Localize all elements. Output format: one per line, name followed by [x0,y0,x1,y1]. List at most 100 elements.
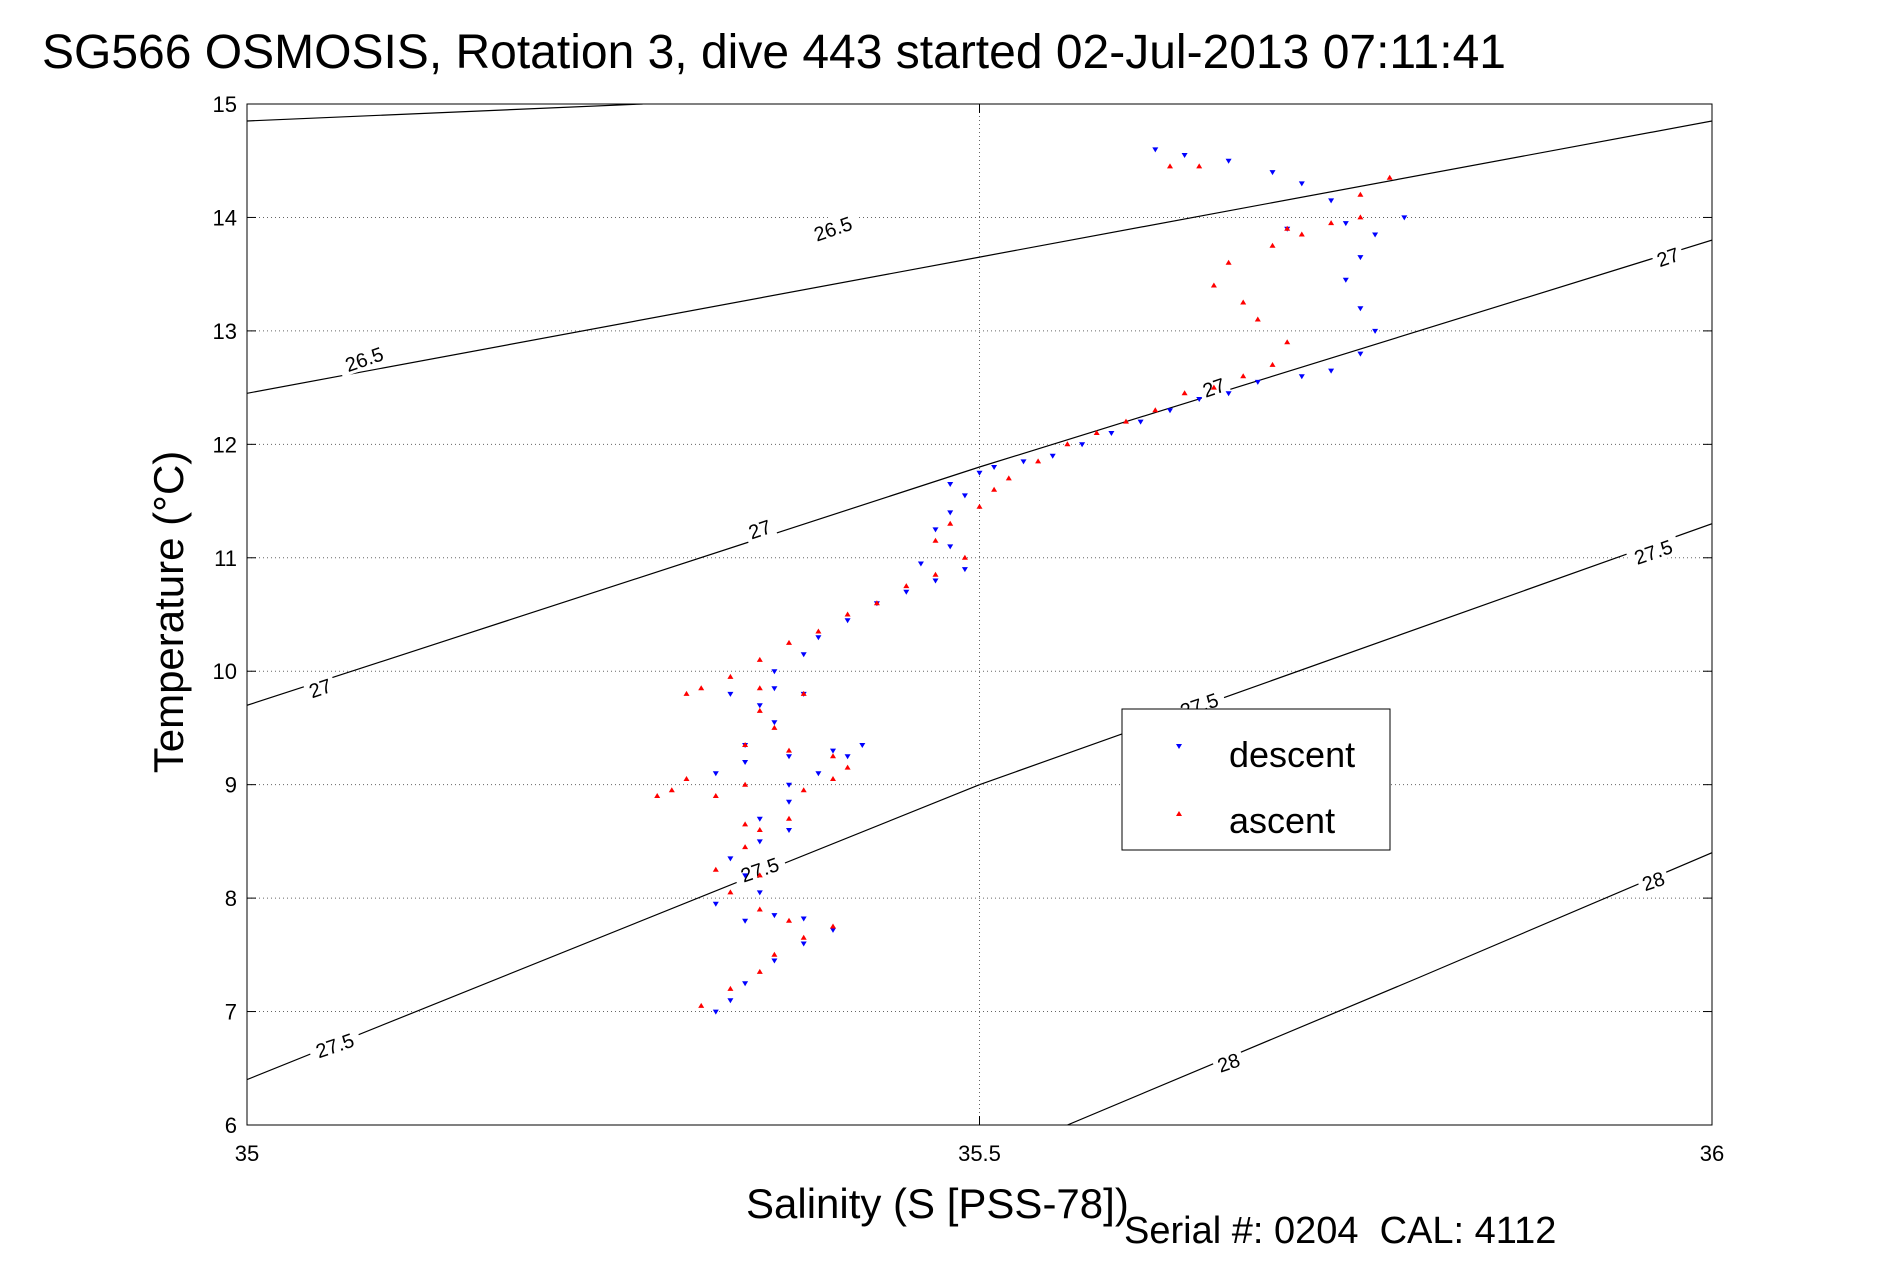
y-tick-label: 6 [225,1113,237,1138]
isopycnal-label-bg [1635,864,1671,896]
descent-point [1401,215,1408,221]
data-points [654,147,1408,1015]
descent-point [742,918,749,924]
descent-point [976,470,983,476]
ascent-point [1254,316,1261,322]
descent-point [903,589,910,595]
ascent-point [786,639,792,645]
legend-ascent-label: ascent [1229,800,1335,841]
ascent-point [756,685,763,691]
ascent-point [830,753,836,759]
isopycnal-line-2 [247,239,1712,706]
descent-point [800,941,807,947]
ascent-point [1210,282,1217,288]
isopycnal-label-bg [1624,532,1682,571]
chart-title: SG566 OSMOSIS, Rotation 3, dive 443 star… [42,26,1506,79]
y-tick-label: 9 [225,773,237,798]
descent-point [1298,181,1305,187]
descent-point [1342,221,1349,227]
y-axis-label: Temperature (°C) [145,451,192,774]
descent-point [844,754,851,760]
legend-ascent-marker [1176,811,1182,816]
descent-point [1152,147,1159,153]
ascent-point [654,793,661,798]
ascent-point [756,872,763,878]
ascent-point [1240,299,1247,305]
ascent-point [800,787,807,793]
y-tick-label: 12 [213,432,237,457]
descent-point [1167,408,1173,414]
legend-descent-label: descent [1229,734,1355,775]
ascent-point [815,628,822,634]
ascent-point [756,827,763,832]
ascent-point [1152,407,1159,413]
isopycnal-label-bg [306,1025,363,1064]
isopycnal-line-4 [1067,852,1712,1125]
descent-point [1225,158,1232,164]
ascent-point [1240,373,1247,379]
ascent-point [1357,191,1364,197]
ascent-point [698,685,705,691]
isopycnal-label-bg [804,208,861,247]
ascent-point [1284,339,1291,345]
ascent-point [756,707,763,713]
descent-point [1108,431,1115,436]
isopycnal-line-1 [247,104,643,122]
x-tick-label: 35.5 [958,1141,1001,1166]
descent-point [1372,328,1379,334]
descent-point [727,856,734,862]
descent-point [786,828,792,833]
ascent-point [683,690,690,696]
y-tick-label: 11 [214,546,237,571]
legend-box [1121,708,1391,851]
ascent-point [786,747,792,753]
ascent-point [844,611,851,617]
ascent-point [932,571,939,577]
ascent-point [742,844,749,850]
descent-point [932,527,939,533]
y-tick-label: 15 [213,92,237,117]
descent-point [756,839,763,845]
ascent-point [1269,361,1276,367]
descent-point [1020,459,1027,465]
descent-point [1181,153,1188,158]
plot-frame [246,103,1713,1126]
y-tick-label: 10 [213,659,237,684]
ascent-point [1167,163,1173,169]
ascent-point [1093,430,1100,435]
descent-point [1328,198,1335,204]
legend-descent-marker [1176,744,1182,749]
ascent-point [712,866,719,872]
descent-point [786,754,792,760]
ascent-point [786,815,792,821]
ascent-point [1298,231,1305,237]
isopycnal-label-10: 28 [1210,1046,1247,1078]
isopycnal-label-bg [335,339,393,378]
ascent-point [976,503,983,509]
ascent-point [1181,390,1188,396]
ascent-point [756,906,763,912]
ascent-point [1064,441,1071,447]
ascent-point [742,821,749,827]
descent-point [917,561,924,567]
ascent-point [844,764,851,770]
isopycnal-label-2: 27 [302,671,338,703]
descent-point [1225,391,1232,397]
descent-point [712,1009,719,1015]
descent-point [1079,442,1086,448]
y-tick-label: 14 [213,205,237,230]
descent-point [1049,453,1056,459]
descent-point [1254,379,1261,385]
ascent-point [903,583,910,589]
ascent-point [1269,242,1276,248]
ascent-point [830,776,836,781]
descent-point [756,816,763,822]
descent-point [800,652,807,658]
ascent-point [932,537,939,543]
descent-point [1269,170,1276,176]
ascent-point [771,951,778,957]
x-tick-label: 35 [235,1141,259,1166]
ascent-point [1225,259,1232,265]
descent-point [771,669,778,675]
ascent-point [712,793,719,798]
